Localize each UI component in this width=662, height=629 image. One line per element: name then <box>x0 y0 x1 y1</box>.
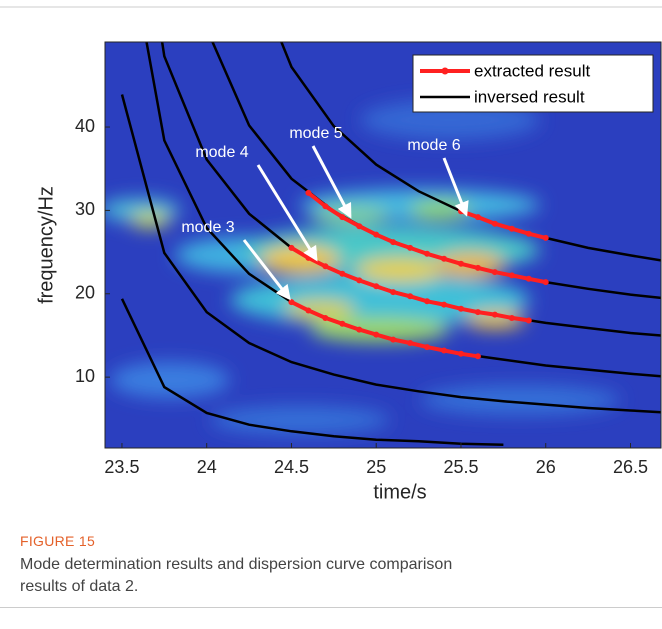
y-tick-label: 10 <box>75 366 95 386</box>
extracted-point <box>441 255 448 262</box>
extracted-point <box>288 244 295 251</box>
extracted-point <box>305 254 312 261</box>
extracted-point <box>305 307 312 314</box>
annotation: mode 6 <box>407 137 460 154</box>
chart: mode 3 mode 4 mode 5 mode 6 extracted re… <box>0 6 662 503</box>
x-tick-label: 23.5 <box>104 457 139 477</box>
extracted-point <box>474 309 481 316</box>
extracted-point <box>322 263 329 270</box>
legend-label: inversed result <box>474 87 585 106</box>
extracted-point <box>441 301 448 308</box>
extracted-point <box>457 305 464 312</box>
extracted-point <box>474 214 481 221</box>
bottom-rule <box>0 607 662 608</box>
extracted-point <box>525 317 532 324</box>
x-tick-label: 24.5 <box>274 457 309 477</box>
extracted-point <box>491 269 498 276</box>
arrow <box>311 145 352 219</box>
extracted-point <box>424 298 431 305</box>
y-tick-label: 20 <box>75 283 95 303</box>
extracted-point <box>373 331 380 338</box>
extracted-point <box>339 214 346 221</box>
annotation: mode 5 <box>289 125 342 142</box>
extracted-point <box>491 220 498 227</box>
legend-label: extracted result <box>474 61 590 80</box>
extracted-point <box>322 203 329 210</box>
extracted-point <box>424 250 431 257</box>
x-tick-label: 26.5 <box>613 457 648 477</box>
extracted-point <box>474 264 481 271</box>
extracted-point <box>542 234 549 241</box>
extracted-point <box>390 239 397 246</box>
figure-caption: Mode determination results and dispersio… <box>20 556 453 595</box>
legend-marker <box>441 67 449 75</box>
extracted-point <box>288 299 295 306</box>
arrow <box>242 239 291 301</box>
y-tick-label: 40 <box>75 116 95 136</box>
annotation: mode 3 <box>181 219 234 236</box>
figure-label: FIGURE 15 <box>20 533 96 549</box>
extracted-point <box>508 272 515 279</box>
extracted-point <box>322 314 329 321</box>
plot-frame <box>104 41 662 449</box>
annotation: mode 4 <box>195 144 248 161</box>
extracted-point <box>508 314 515 321</box>
x-tick-label: 26 <box>536 457 556 477</box>
extracted-point <box>390 289 397 296</box>
extracted-point <box>424 344 431 351</box>
extracted-point <box>508 225 515 232</box>
extracted-point <box>407 339 414 346</box>
y-tick-label: 30 <box>75 199 95 219</box>
extracted-point <box>390 336 397 343</box>
extracted-point <box>305 189 312 196</box>
inversed-curve <box>120 298 504 446</box>
legend: extracted result inversed result <box>412 54 654 113</box>
extracted-point <box>525 230 532 237</box>
extracted-point <box>373 231 380 238</box>
x-axis-label: time/s <box>373 481 426 503</box>
extracted-point <box>457 350 464 357</box>
plot-lines <box>120 42 661 446</box>
extracted-point <box>407 293 414 300</box>
extracted-point <box>356 326 363 333</box>
x-tick-label: 25.5 <box>443 457 478 477</box>
extracted-point <box>373 283 380 290</box>
extracted-point <box>339 320 346 327</box>
legend-box <box>412 54 654 113</box>
arrow <box>256 164 318 262</box>
extracted-point <box>356 223 363 230</box>
extracted-point <box>525 275 532 282</box>
x-tick-label: 25 <box>366 457 386 477</box>
arrow <box>442 157 469 217</box>
extracted-point <box>441 347 448 354</box>
extracted-point <box>407 244 414 251</box>
extracted-point <box>356 277 363 284</box>
extracted-point <box>491 311 498 318</box>
extracted-point <box>457 260 464 267</box>
inversed-curve <box>120 94 661 414</box>
extracted-point <box>474 353 481 360</box>
extracted-point <box>339 270 346 277</box>
extracted-point <box>542 279 549 286</box>
annotation-arrows <box>242 145 469 301</box>
x-tick-label: 24 <box>197 457 217 477</box>
y-axis-label: frequency/Hz <box>35 186 57 304</box>
